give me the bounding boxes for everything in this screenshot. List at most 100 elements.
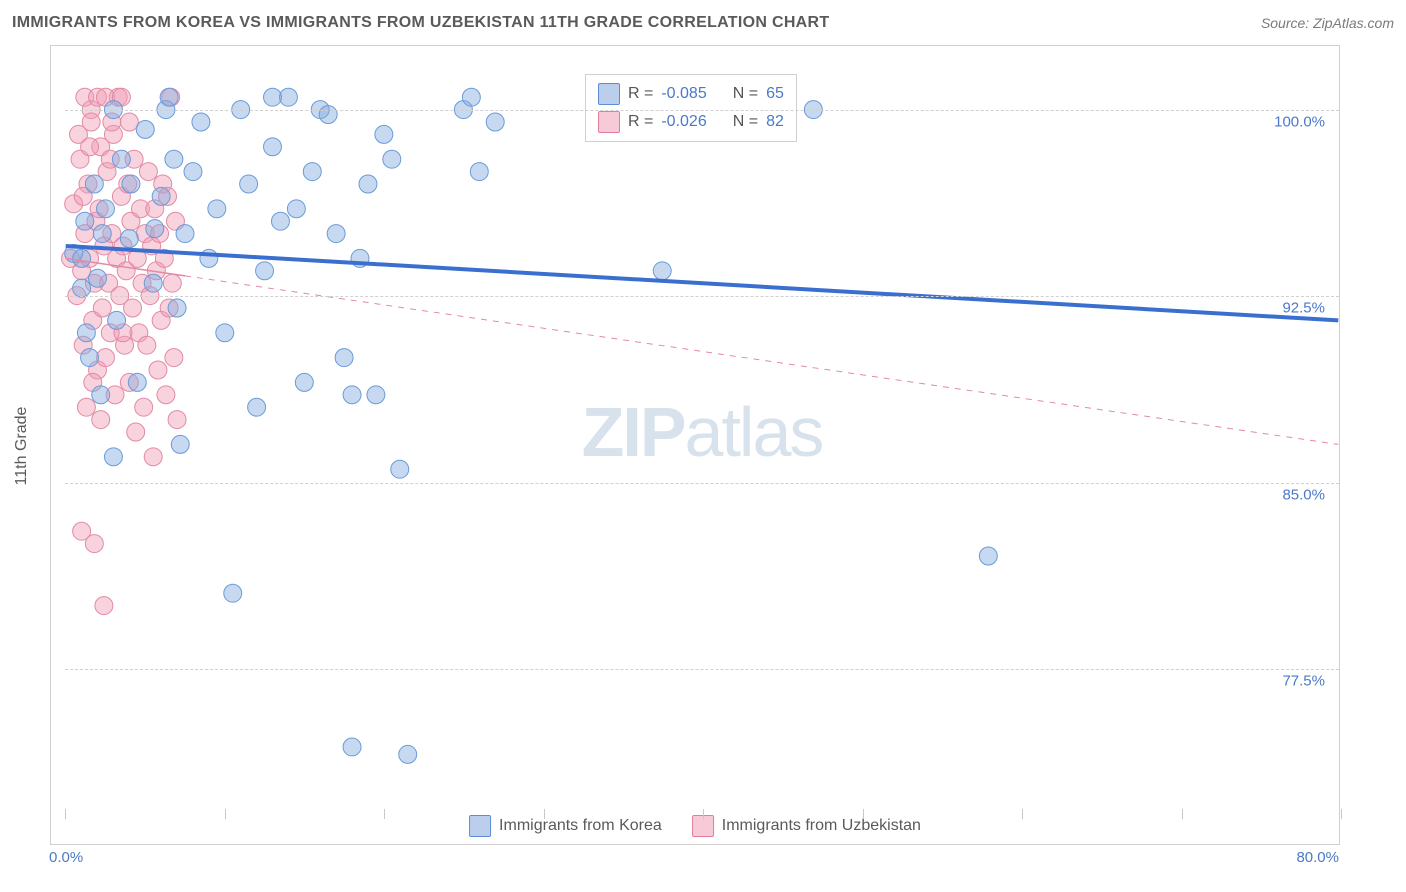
data-point — [135, 398, 153, 416]
r-value: -0.026 — [661, 113, 706, 131]
legend-top: R = -0.085 N = 65 R = -0.026 N = 82 — [585, 74, 797, 142]
x-label-min: 0.0% — [49, 849, 83, 866]
data-point — [216, 324, 234, 342]
data-point — [470, 163, 488, 181]
x-tick — [703, 809, 704, 819]
data-point — [120, 113, 138, 131]
x-tick — [544, 809, 545, 819]
x-tick — [65, 809, 66, 819]
grid-line — [65, 110, 1339, 111]
data-point — [120, 230, 138, 248]
data-point — [319, 106, 337, 124]
legend-bottom: Immigrants from Korea Immigrants from Uzb… — [469, 815, 921, 837]
data-point — [146, 220, 164, 238]
scatter-svg — [65, 60, 1339, 804]
data-point — [192, 113, 210, 131]
data-point — [653, 262, 671, 280]
data-point — [399, 745, 417, 763]
grid-line — [65, 483, 1339, 484]
data-point — [359, 175, 377, 193]
legend-label: Immigrants from Korea — [499, 817, 662, 835]
legend-swatch — [598, 83, 620, 105]
data-point — [295, 373, 313, 391]
x-tick — [384, 809, 385, 819]
data-point — [343, 738, 361, 756]
data-point — [81, 349, 99, 367]
data-point — [77, 324, 95, 342]
n-value: 65 — [766, 85, 784, 103]
data-point — [168, 299, 186, 317]
data-point — [97, 349, 115, 367]
data-point — [264, 138, 282, 156]
data-point — [104, 448, 122, 466]
trend-line-extrapolated — [185, 276, 1338, 445]
data-point — [127, 423, 145, 441]
data-point — [264, 88, 282, 106]
y-axis-title: 11th Grade — [13, 407, 31, 486]
data-point — [367, 386, 385, 404]
data-point — [163, 274, 181, 292]
data-point — [375, 125, 393, 143]
x-tick — [863, 809, 864, 819]
data-point — [108, 311, 126, 329]
y-tick-label: 77.5% — [1282, 673, 1325, 690]
x-label-max: 80.0% — [1296, 849, 1339, 866]
data-point — [85, 175, 103, 193]
data-point — [122, 175, 140, 193]
data-point — [149, 361, 167, 379]
data-point — [327, 225, 345, 243]
r-label: R = — [628, 85, 653, 103]
data-point — [168, 411, 186, 429]
r-value: -0.085 — [661, 85, 706, 103]
data-point — [139, 163, 157, 181]
data-point — [89, 269, 107, 287]
data-point — [92, 411, 110, 429]
legend-swatch — [469, 815, 491, 837]
data-point — [73, 279, 91, 297]
n-label: N = — [733, 85, 758, 103]
data-point — [112, 150, 130, 168]
data-point — [144, 274, 162, 292]
legend-entry: Immigrants from Korea — [469, 815, 662, 837]
data-point — [144, 448, 162, 466]
data-point — [335, 349, 353, 367]
data-point — [92, 386, 110, 404]
n-label: N = — [733, 113, 758, 131]
x-tick — [225, 809, 226, 819]
data-point — [136, 120, 154, 138]
data-point — [271, 212, 289, 230]
data-point — [184, 163, 202, 181]
data-point — [303, 163, 321, 181]
data-point — [383, 150, 401, 168]
legend-swatch — [598, 111, 620, 133]
data-point — [343, 386, 361, 404]
r-label: R = — [628, 113, 653, 131]
data-point — [77, 398, 95, 416]
data-point — [279, 88, 297, 106]
grid-line — [65, 669, 1339, 670]
data-point — [171, 435, 189, 453]
data-point — [240, 175, 258, 193]
plot-inner: ZIPatlas R = -0.085N = 65R = -0.026N = 8… — [65, 60, 1339, 804]
n-value: 82 — [766, 113, 784, 131]
trend-line — [66, 246, 1339, 320]
y-tick-label: 100.0% — [1274, 113, 1325, 130]
chart-title: IMMIGRANTS FROM KOREA VS IMMIGRANTS FROM… — [12, 14, 829, 32]
data-point — [248, 398, 266, 416]
data-point — [93, 299, 111, 317]
x-tick — [1022, 809, 1023, 819]
data-point — [124, 299, 142, 317]
legend-row: R = -0.026 N = 82 — [598, 108, 784, 136]
data-point — [138, 336, 156, 354]
header: IMMIGRANTS FROM KOREA VS IMMIGRANTS FROM… — [12, 14, 1394, 32]
data-point — [486, 113, 504, 131]
grid-line — [65, 296, 1339, 297]
y-tick-label: 92.5% — [1282, 300, 1325, 317]
legend-entry: Immigrants from Uzbekistan — [692, 815, 921, 837]
data-point — [287, 200, 305, 218]
data-point — [256, 262, 274, 280]
data-point — [152, 187, 170, 205]
data-point — [160, 88, 178, 106]
legend-label: Immigrants from Uzbekistan — [722, 817, 921, 835]
data-point — [165, 150, 183, 168]
